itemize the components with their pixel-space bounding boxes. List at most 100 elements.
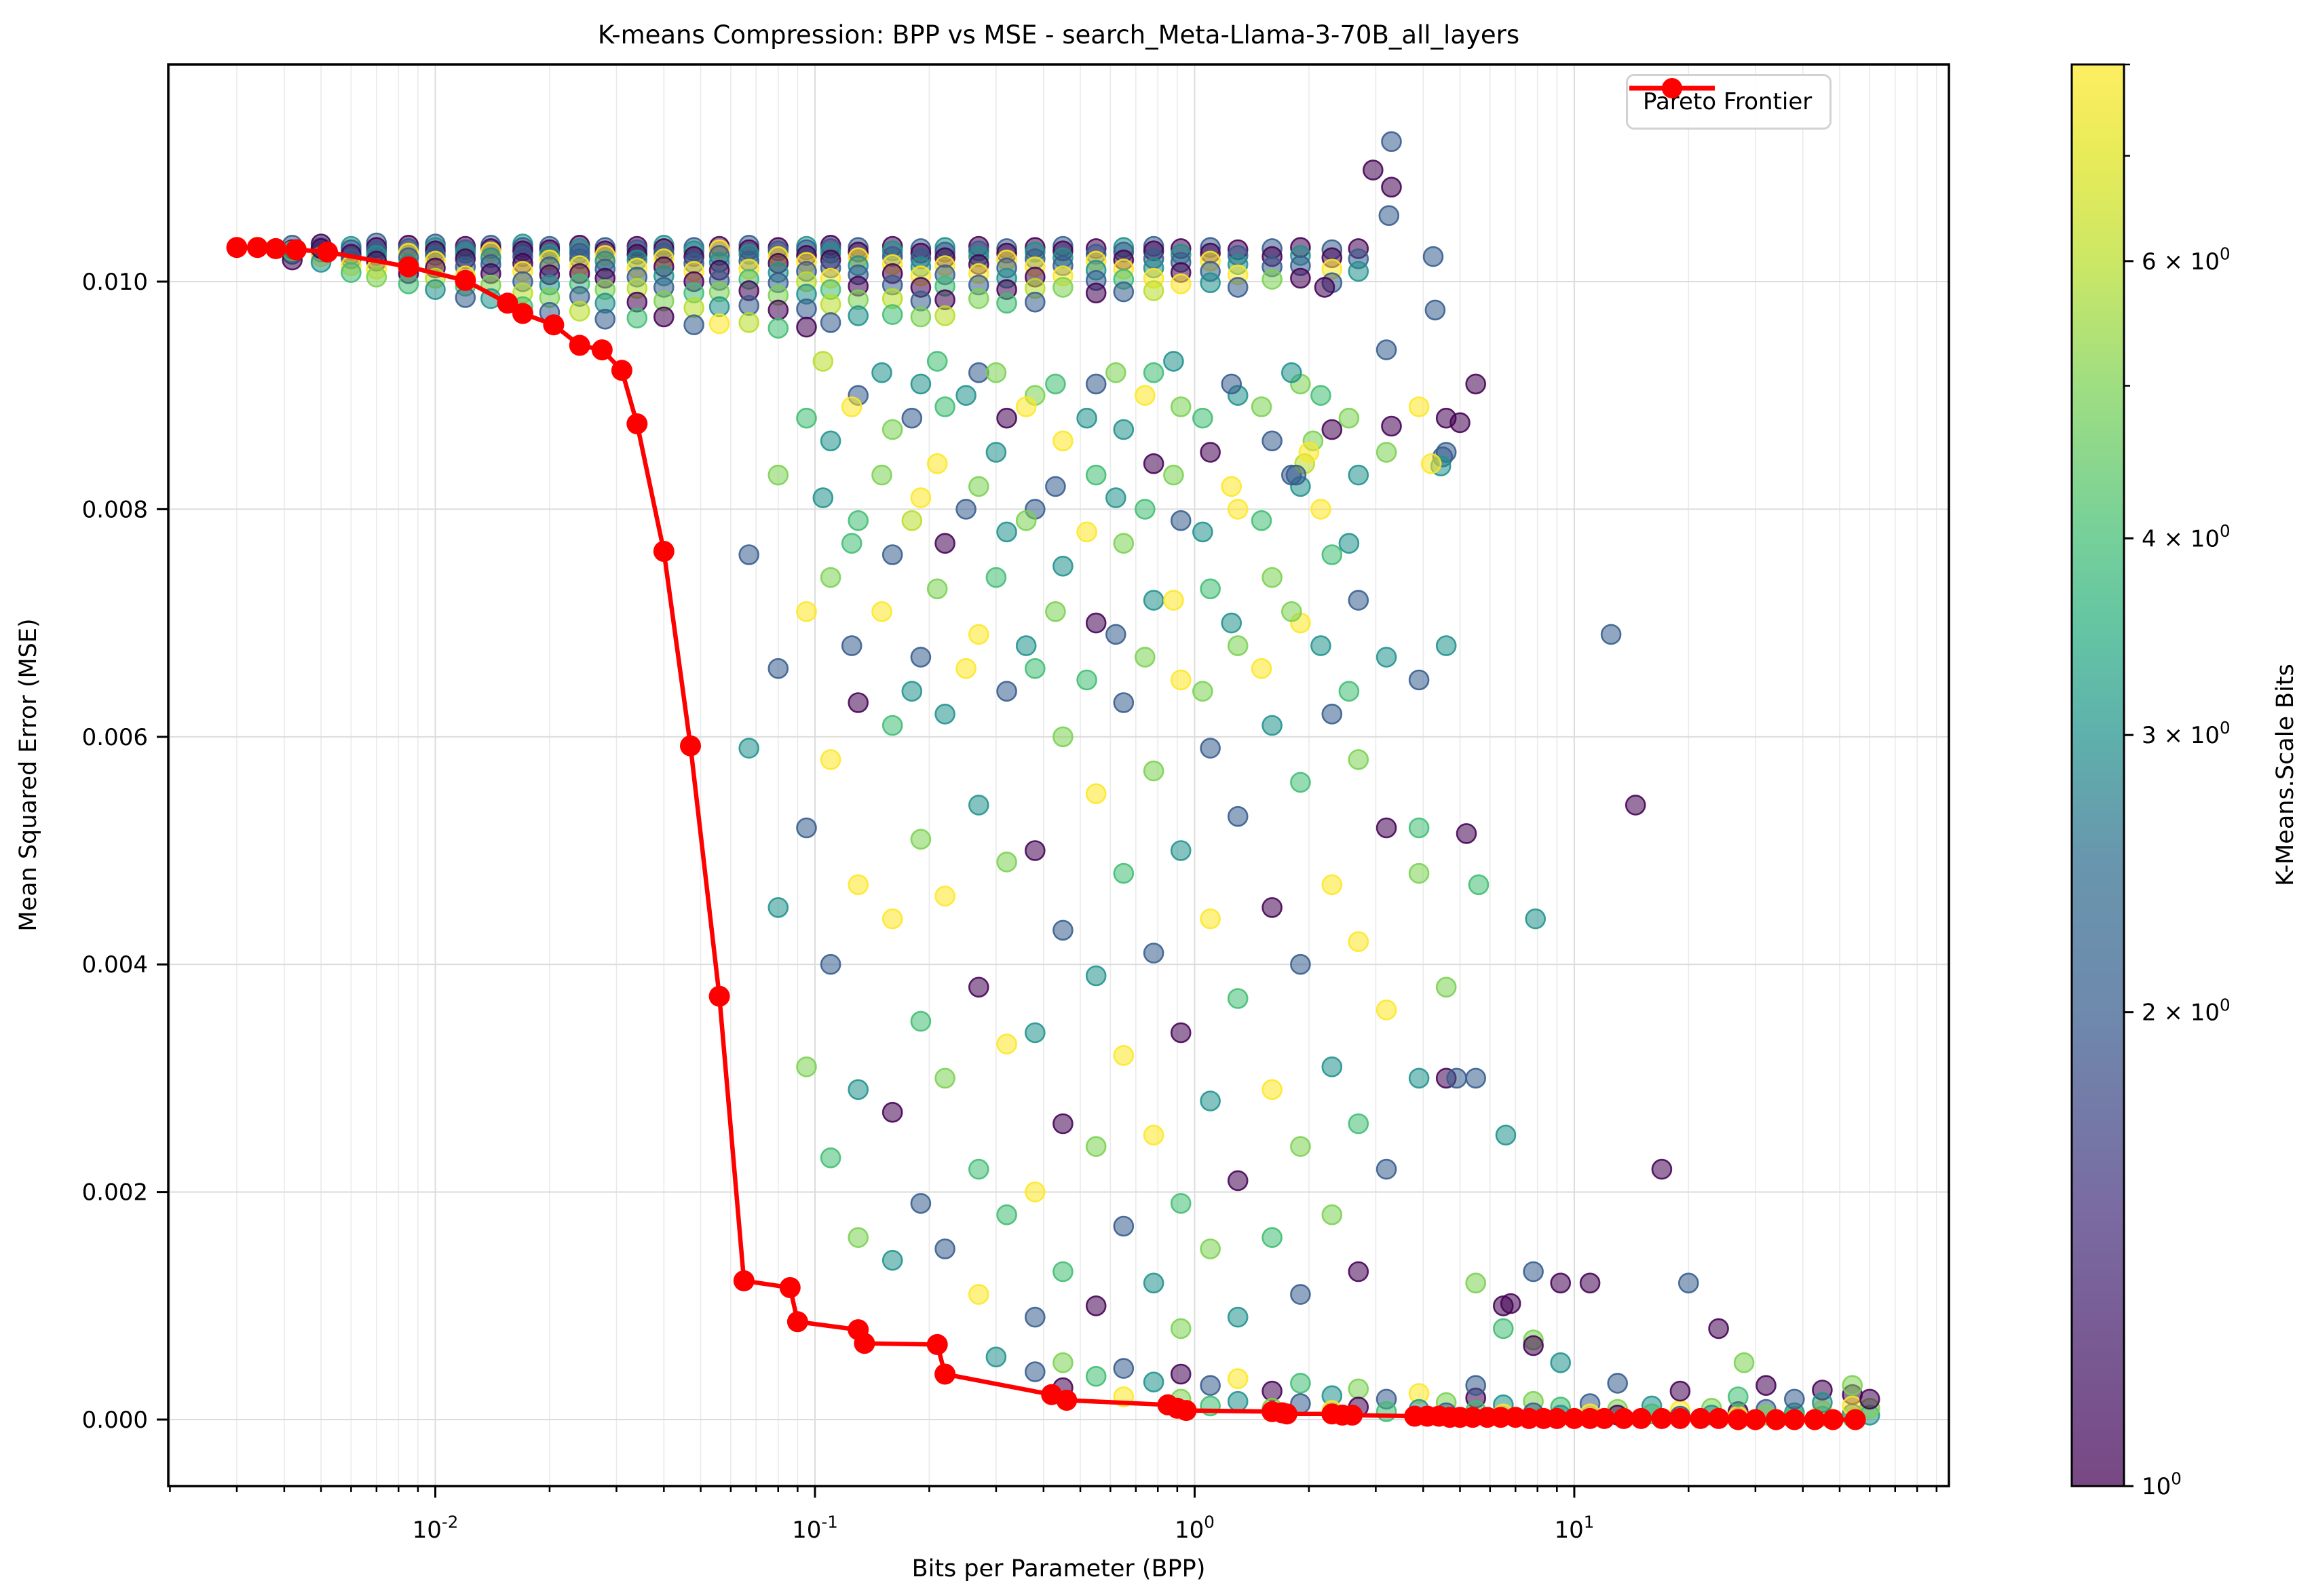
scatter-point <box>1435 635 1457 656</box>
legend-marker-pareto-icon <box>1629 78 1715 98</box>
y-tick-label: 0.000 <box>82 1407 148 1434</box>
scatter-point <box>985 567 1007 588</box>
scatter-point <box>820 430 841 452</box>
scatter-point <box>1523 1335 1544 1356</box>
scatter-point <box>1449 412 1471 434</box>
pareto-point <box>317 241 339 263</box>
pareto-point <box>786 1311 808 1333</box>
scatter-point <box>1076 521 1097 543</box>
scatter-point <box>1200 578 1221 600</box>
x-tick-label: 101 <box>1555 1513 1595 1544</box>
scatter-point <box>1456 823 1477 844</box>
scatter-point <box>1376 647 1397 668</box>
scatter-point <box>1143 1371 1164 1392</box>
y-axis-label: Mean Squared Error (MSE) <box>15 618 42 932</box>
scatter-point <box>1812 1392 1833 1413</box>
scatter-point <box>1408 817 1430 839</box>
pareto-point <box>1056 1390 1078 1411</box>
scatter-point <box>738 312 759 333</box>
scatter-point <box>708 313 730 335</box>
scatter-point <box>1446 1067 1467 1089</box>
scatter-point <box>1408 669 1430 691</box>
scatter-point <box>767 897 789 918</box>
scatter-point <box>1170 396 1192 417</box>
pareto-point <box>1804 1409 1825 1430</box>
scatter-point <box>1678 1272 1699 1294</box>
scatter-point <box>1135 647 1156 668</box>
scatter-point <box>1143 760 1164 782</box>
scatter-point <box>1135 499 1156 520</box>
scatter-point <box>1525 908 1546 930</box>
scatter-point <box>881 419 903 440</box>
scatter-point <box>926 578 948 600</box>
scatter-point <box>1163 351 1184 372</box>
scatter-point <box>934 305 955 326</box>
scatter-point <box>1170 1193 1192 1214</box>
scatter-point <box>1113 533 1135 554</box>
scatter-point <box>996 292 1017 314</box>
colorbar-label: K-Means.Scale Bits <box>2272 664 2299 886</box>
scatter-point <box>1363 159 1384 180</box>
scatter-point <box>1085 282 1107 304</box>
scatter-point <box>1227 805 1249 827</box>
scatter-point <box>881 544 903 565</box>
scatter-point <box>1221 373 1242 395</box>
scatter-point <box>1076 407 1097 429</box>
scatter-point <box>1579 1272 1601 1294</box>
scatter-point <box>1143 1272 1164 1294</box>
colorbar-gradient <box>2072 64 2124 1486</box>
scatter-point <box>1321 704 1343 725</box>
pareto-frontier-line <box>226 237 1866 1430</box>
scatter-point <box>1113 281 1135 303</box>
x-tick-label: 10-1 <box>792 1513 838 1544</box>
scatter-point <box>1025 291 1046 313</box>
scatter-point <box>910 1010 932 1032</box>
x-tick-label: 10-2 <box>413 1513 459 1544</box>
scatter-point <box>985 1346 1007 1368</box>
scatter-point <box>901 510 923 531</box>
scatter-point <box>1025 658 1046 679</box>
scatter-point <box>1348 590 1369 611</box>
scatter-point <box>901 407 923 429</box>
scatter-point <box>1113 1215 1135 1237</box>
y-tick-label: 0.002 <box>82 1179 148 1206</box>
colorbar-tick-label: 100 <box>2142 1469 2182 1500</box>
scatter-point <box>1251 396 1272 417</box>
colorbar-tick-label: 4 × 100 <box>2142 521 2231 552</box>
scatter-point <box>1045 601 1066 622</box>
scatter-point <box>820 312 841 333</box>
scatter-point <box>1465 1067 1486 1089</box>
scatter-point <box>1163 464 1184 486</box>
scatter-point <box>996 1204 1017 1226</box>
pareto-point <box>246 237 268 259</box>
scatter-point <box>955 658 976 679</box>
scatter-point <box>848 874 869 896</box>
scatter-point <box>1338 533 1360 554</box>
scatter-point <box>1290 772 1311 793</box>
scatter-point <box>796 298 817 320</box>
scatter-point <box>871 362 892 383</box>
scatter-point <box>848 1227 869 1248</box>
scatter-point <box>871 464 892 486</box>
scatter-point <box>985 362 1007 383</box>
scatter-point <box>1200 272 1221 294</box>
scatter-point <box>820 567 841 588</box>
pareto-point <box>497 292 518 314</box>
scatter-point <box>1378 205 1400 227</box>
scatter-point <box>926 351 948 372</box>
scatter-point <box>1170 669 1192 691</box>
pareto-point <box>611 360 632 381</box>
scatter-point <box>626 307 648 329</box>
scatter-point <box>1052 1113 1074 1135</box>
scatter-point <box>910 306 932 328</box>
pareto-point <box>1342 1404 1363 1426</box>
scatter-point <box>1376 442 1397 463</box>
scatter-point <box>1262 1227 1283 1248</box>
scatter-point <box>1052 430 1074 452</box>
scatter-point <box>812 487 834 508</box>
scatter-point <box>708 296 730 318</box>
pareto-point <box>1669 1407 1691 1429</box>
colorbar-frame <box>2070 63 2125 1487</box>
scatter-point <box>767 318 789 339</box>
scatter-point <box>1105 624 1126 645</box>
